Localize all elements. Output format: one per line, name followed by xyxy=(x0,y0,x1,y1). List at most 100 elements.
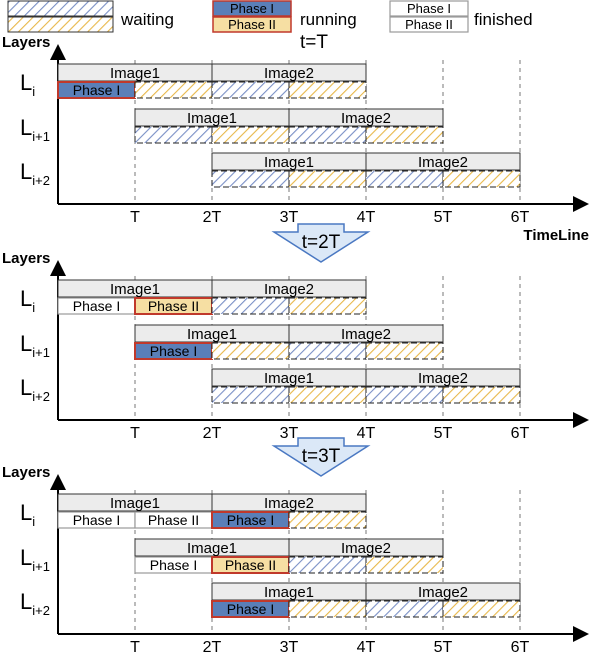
tick-label: 6T xyxy=(511,209,530,226)
phase-cell-waiting xyxy=(211,342,290,360)
legend: waiting Phase I Phase II running Phase I… xyxy=(7,0,533,33)
tick-label: 3T xyxy=(280,425,299,442)
phase-cell-waiting xyxy=(365,170,444,188)
tick-label: 4T xyxy=(357,639,376,655)
down-arrow-icon xyxy=(271,223,371,263)
snapshot-panel-2: Layers T 2T 3T 4T 5T 6T Li Image1 Image2 Phase I Ph… xyxy=(2,223,589,442)
phase-cell-waiting xyxy=(134,81,213,99)
layer-label-sub: i+1 xyxy=(32,345,50,360)
phase-cell-label: Phase II xyxy=(225,557,276,573)
phase-cell-waiting xyxy=(442,386,521,404)
legend-running-phase1: Phase I xyxy=(230,1,274,16)
phase-cell-waiting xyxy=(211,386,290,404)
layer-label: Li+1 xyxy=(20,331,50,360)
image-label: Image1 xyxy=(187,110,237,127)
phase-cell-label: Phase I xyxy=(150,557,197,573)
image-bar xyxy=(211,279,367,298)
layer-label-base: L xyxy=(20,589,32,614)
legend-finished-swatch: Phase I Phase II xyxy=(389,0,469,33)
layer-label-base: L xyxy=(20,545,32,570)
layer-label: Li+2 xyxy=(20,589,50,618)
image-bar xyxy=(211,63,367,82)
layer-row: Li+1 Image1 Image2 xyxy=(20,108,444,144)
image-label: Image1 xyxy=(264,584,314,601)
legend-running-swatch: Phase I Phase II xyxy=(212,0,292,33)
image-label: Image1 xyxy=(264,154,314,171)
layer-row: Li+1 Image1 Image2 Phase I xyxy=(20,324,444,360)
layer-label: Li+1 xyxy=(20,115,50,144)
phase-cell-waiting xyxy=(365,556,444,574)
layer-label-base: L xyxy=(20,159,32,184)
phase-cell-waiting xyxy=(365,342,444,360)
phase-cell-label: Phase I xyxy=(73,82,120,98)
image-label: Image1 xyxy=(187,326,237,343)
legend-finished-label: finished xyxy=(474,10,533,29)
layer-label-sub: i xyxy=(32,300,35,315)
phase-cell-waiting xyxy=(211,126,290,144)
legend-waiting-swatch xyxy=(7,0,114,33)
tick-label: T xyxy=(130,425,140,442)
phase-cell-waiting xyxy=(288,386,367,404)
tick-label: 6T xyxy=(511,425,530,442)
layer-label-sub: i xyxy=(32,84,35,99)
layer-label-base: L xyxy=(20,70,32,95)
time-label: t=3T xyxy=(302,446,341,467)
layer-row: Li Image1 Image2 Phase I xyxy=(20,63,367,99)
tick-label: 2T xyxy=(203,639,222,655)
layer-label: Li xyxy=(20,70,35,99)
time-label: t=2T xyxy=(302,232,341,253)
y-axis-label: Layers xyxy=(2,250,50,267)
phase-cell-label: Phase II xyxy=(148,298,199,314)
layer-label-sub: i+1 xyxy=(32,129,50,144)
phase-cell-label: Phase I xyxy=(227,512,274,528)
tick-label: T xyxy=(130,639,140,655)
layer-row: Li+1 Image1 Image2 Phase I Phase II xyxy=(20,538,444,574)
image-bar xyxy=(288,538,444,557)
tick-label: 6T xyxy=(511,639,530,655)
phase-cell-label: Phase I xyxy=(227,601,274,617)
layer-label-base: L xyxy=(20,331,32,356)
image-label: Image2 xyxy=(341,110,391,127)
layer-label-base: L xyxy=(20,375,32,400)
layer-row: Li+2 Image1 Image2 xyxy=(20,152,521,188)
layer-row: Li Image1 Image2 Phase I Phase II xyxy=(20,279,367,315)
legend-running-label: running xyxy=(300,10,357,29)
tick-label: 2T xyxy=(203,425,222,442)
image-label: Image2 xyxy=(264,495,314,512)
time-label: t=T xyxy=(300,32,328,53)
layer-label: Li+2 xyxy=(20,159,50,188)
image-label: Image1 xyxy=(110,65,160,82)
y-axis-label: Layers xyxy=(2,464,50,481)
phase-cell-waiting xyxy=(365,126,444,144)
phase-cell-waiting xyxy=(211,170,290,188)
image-label: Image2 xyxy=(418,584,468,601)
image-bar xyxy=(365,152,521,171)
layer-label-sub: i+2 xyxy=(32,603,50,618)
image-label: Image1 xyxy=(110,281,160,298)
phase-cell-waiting xyxy=(288,511,367,529)
phase-cell-waiting xyxy=(442,600,521,618)
layer-label-base: L xyxy=(20,115,32,140)
layer-label: Li xyxy=(20,500,35,529)
image-label: Image2 xyxy=(264,65,314,82)
tick-label: 5T xyxy=(434,425,453,442)
layer-label: Li+1 xyxy=(20,545,50,574)
phase-cell-waiting xyxy=(211,81,290,99)
phase-cell-waiting xyxy=(288,297,367,315)
tick-label: 4T xyxy=(357,209,376,226)
phase-cell-waiting xyxy=(134,126,213,144)
phase-cell-label: Phase I xyxy=(73,512,120,528)
image-label: Image1 xyxy=(264,370,314,387)
phase-cell-waiting xyxy=(288,126,367,144)
image-bar xyxy=(288,324,444,343)
tick-label: 4T xyxy=(357,425,376,442)
tick-label: 5T xyxy=(434,209,453,226)
phase-cell-waiting xyxy=(288,556,367,574)
phase-cell-waiting xyxy=(211,297,290,315)
layer-label-sub: i+1 xyxy=(32,559,50,574)
layer-label-sub: i+2 xyxy=(32,389,50,404)
